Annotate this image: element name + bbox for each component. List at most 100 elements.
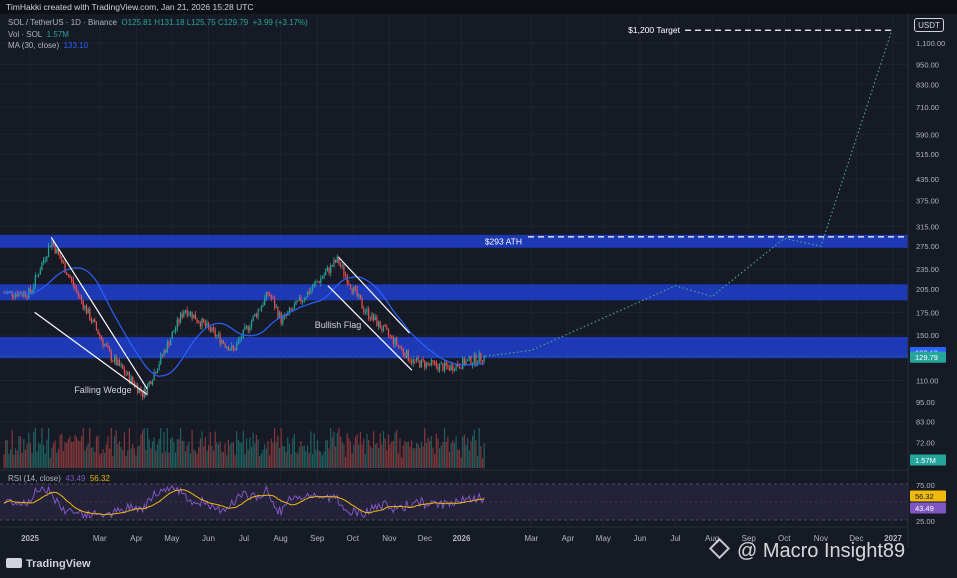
y-tick-label: 950.00 xyxy=(916,60,939,69)
candle-body xyxy=(217,334,220,336)
candle-body xyxy=(168,341,170,346)
candle-body xyxy=(351,288,353,293)
rsi-value: 43.49 xyxy=(65,474,86,483)
volume-bar xyxy=(381,444,383,468)
candle-body xyxy=(316,281,319,283)
candle-body xyxy=(171,332,173,339)
tradingview-brand[interactable]: TradingView xyxy=(6,558,91,570)
volume-bar xyxy=(153,437,155,468)
candle-body xyxy=(452,364,454,371)
volume-bar xyxy=(366,433,368,468)
volume-bar xyxy=(8,453,10,468)
y-tick-label: 710.00 xyxy=(916,103,939,112)
volume-bar xyxy=(120,447,122,468)
volume-bar xyxy=(476,455,479,468)
candle-body xyxy=(394,338,396,345)
volume-bar xyxy=(270,438,272,468)
volume-bar xyxy=(62,451,64,468)
volume-bar xyxy=(94,452,96,468)
candle-body xyxy=(435,362,437,367)
volume-bar xyxy=(31,453,33,468)
candle-body xyxy=(31,290,33,293)
volume-legend[interactable]: Vol · SOL 1.57M xyxy=(8,30,69,40)
candle-body xyxy=(341,265,343,267)
candle-body xyxy=(264,297,266,306)
candle-body xyxy=(305,297,307,300)
y-tick-label: 1,100.00 xyxy=(916,39,945,48)
rsi-tick-label: 25.00 xyxy=(916,517,935,526)
volume-bar xyxy=(170,438,172,468)
volume-bar xyxy=(377,447,380,468)
volume-bar xyxy=(201,431,203,468)
candle-body xyxy=(292,309,294,310)
volume-bar xyxy=(28,432,30,468)
volume-bar xyxy=(66,443,68,468)
volume-bar xyxy=(117,443,119,468)
candle-body xyxy=(427,362,429,364)
volume-bar xyxy=(368,440,370,468)
volume-bar xyxy=(105,444,107,468)
volume-bar xyxy=(237,439,239,468)
currency-button[interactable]: USDT xyxy=(914,18,944,32)
candle-body xyxy=(44,259,46,261)
candle-body xyxy=(56,249,58,254)
candle-body xyxy=(391,335,393,337)
volume-bar xyxy=(95,436,97,468)
volume-bar xyxy=(427,437,429,468)
volume-bar xyxy=(353,445,355,468)
volume-bar xyxy=(178,439,180,468)
volume-bar xyxy=(151,441,154,468)
volume-bar xyxy=(384,438,386,468)
volume-bar xyxy=(72,441,74,468)
volume-bar xyxy=(127,450,129,468)
volume-bar xyxy=(137,446,139,468)
candle-body xyxy=(467,359,469,361)
volume-bar xyxy=(432,447,434,468)
volume-bar xyxy=(71,441,73,468)
volume-bar xyxy=(135,455,137,468)
symbol-legend[interactable]: SOL / TetherUS · 1D · Binance O125.81 H1… xyxy=(8,18,308,28)
volume-bar xyxy=(397,453,399,468)
x-tick-label: Sep xyxy=(742,534,757,543)
candle-body xyxy=(236,343,238,351)
volume-bar xyxy=(409,446,411,468)
volume-bar xyxy=(320,451,322,468)
ma-legend[interactable]: MA (30, close) 133.10 xyxy=(8,41,88,51)
volume-bar xyxy=(107,436,109,468)
candle-body xyxy=(392,336,394,345)
x-tick-label: Sep xyxy=(310,534,325,543)
candle-body xyxy=(293,304,295,310)
candle-body xyxy=(300,297,302,303)
volume-bar xyxy=(374,444,376,468)
volume-bar xyxy=(128,428,130,468)
x-tick-label: Mar xyxy=(524,534,538,543)
candle-body xyxy=(133,382,135,387)
candle-body xyxy=(125,373,127,375)
volume-bar xyxy=(175,452,177,468)
volume-bar xyxy=(122,449,124,468)
candle-body xyxy=(453,370,456,372)
volume-bar xyxy=(231,442,233,468)
candle-body xyxy=(54,245,56,254)
rsi-legend[interactable]: RSI (14, close) 43.49 56.32 xyxy=(8,474,110,483)
candle-body xyxy=(465,360,467,366)
candle-body xyxy=(105,344,107,346)
rsi-ma-value: 56.32 xyxy=(89,474,110,483)
volume-badge xyxy=(910,454,946,466)
candle-body xyxy=(401,347,403,349)
watermark-text: @ Macro Insight89 xyxy=(737,540,906,562)
candle-body xyxy=(46,256,48,260)
volume-bar xyxy=(183,441,185,468)
candle-body xyxy=(137,384,139,393)
candle-body xyxy=(178,319,180,323)
candle-body xyxy=(447,365,449,367)
volume-bar xyxy=(280,428,282,468)
candle-body xyxy=(107,345,109,348)
candle-body xyxy=(155,371,157,374)
volume-bar xyxy=(227,439,229,468)
candle-body xyxy=(412,359,414,364)
volume-bar xyxy=(310,431,312,468)
volume-bar xyxy=(463,434,465,468)
candle-body xyxy=(146,384,149,395)
